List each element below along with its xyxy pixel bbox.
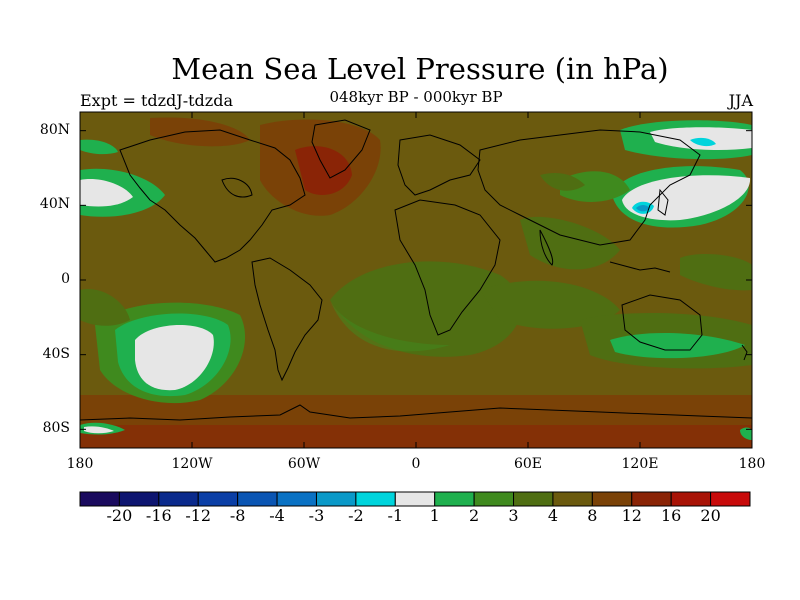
colorbar-label: 8 xyxy=(587,506,598,525)
colorbar-swatch xyxy=(710,491,751,507)
colorbar-swatch xyxy=(355,491,396,507)
lat-label: 40S xyxy=(42,345,70,362)
colorbar-swatch xyxy=(552,491,593,507)
colorbar-label: -12 xyxy=(185,506,212,525)
colorbar-swatch xyxy=(118,491,160,507)
colorbar-swatch xyxy=(513,491,554,507)
colorbar-swatch xyxy=(473,491,515,507)
lon-label: 120W xyxy=(171,456,213,472)
colorbar-swatch xyxy=(197,491,239,507)
coastlines xyxy=(80,119,752,421)
lon-label: 0 xyxy=(411,456,421,472)
colorbar-swatch xyxy=(394,491,436,507)
colorbar-label: -8 xyxy=(229,506,246,525)
colorbar-swatch xyxy=(276,491,317,507)
colorbar-label: 12 xyxy=(621,506,642,525)
experiment-label: Expt = tdzdJ-tdzda xyxy=(80,91,233,110)
colorbar-label: -1 xyxy=(387,506,404,525)
axis-ticks xyxy=(79,112,753,448)
lon-label: 180 xyxy=(738,456,766,472)
colorbar-label: -3 xyxy=(308,506,325,525)
colorbar-label: 20 xyxy=(700,506,721,525)
colorbar-label: -16 xyxy=(145,506,172,525)
lon-label: 60E xyxy=(513,456,543,472)
colorbar-label: -4 xyxy=(269,506,285,525)
colorbar-label: 1 xyxy=(429,506,440,525)
pressure-field xyxy=(80,112,752,448)
colorbar-swatch xyxy=(591,491,633,507)
lon-label: 180 xyxy=(66,456,94,472)
colorbar-label: -2 xyxy=(348,506,364,525)
lon-label: 120E xyxy=(621,456,659,472)
colorbar-swatch xyxy=(158,491,199,507)
colorbar-swatch xyxy=(434,491,475,507)
colorbar-label: 16 xyxy=(660,506,682,525)
colorbar-label: 2 xyxy=(469,506,480,525)
colorbar-label: -20 xyxy=(106,506,133,525)
colorbar-swatch xyxy=(631,491,672,507)
south-atlantic-anomaly xyxy=(330,261,522,357)
chart-title: Mean Sea Level Pressure (in hPa) xyxy=(171,52,669,86)
colorbar-label: 3 xyxy=(508,506,519,525)
period-label: 048kyr BP - 000kyr BP xyxy=(329,88,503,106)
lat-label: 0 xyxy=(61,271,70,287)
season-label: JJA xyxy=(728,91,753,110)
lat-label: 40N xyxy=(39,196,70,213)
colorbar-swatch xyxy=(79,491,120,507)
lon-label: 60W xyxy=(287,456,321,472)
lat-label: 80S xyxy=(42,420,70,437)
colorbar-swatch xyxy=(670,491,712,507)
colorbar-label: 4 xyxy=(547,506,559,525)
lat-label: 80N xyxy=(39,121,70,138)
colorbar-swatch xyxy=(315,491,357,507)
colorbar-swatch xyxy=(237,491,278,507)
